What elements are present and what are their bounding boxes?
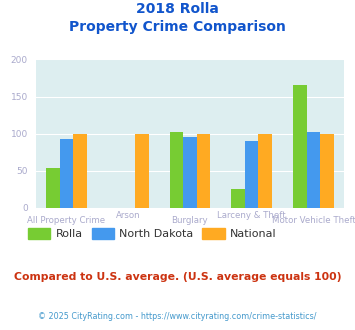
Bar xyxy=(320,134,334,208)
Text: Arson: Arson xyxy=(116,211,141,219)
Text: Burglary: Burglary xyxy=(171,216,208,225)
Bar xyxy=(293,85,307,208)
Text: 2018 Rolla: 2018 Rolla xyxy=(136,2,219,16)
Bar xyxy=(183,137,197,208)
Text: Motor Vehicle Theft: Motor Vehicle Theft xyxy=(272,216,355,225)
Text: © 2025 CityRating.com - https://www.cityrating.com/crime-statistics/: © 2025 CityRating.com - https://www.city… xyxy=(38,312,317,321)
Text: All Property Crime: All Property Crime xyxy=(27,216,105,225)
Text: Compared to U.S. average. (U.S. average equals 100): Compared to U.S. average. (U.S. average … xyxy=(14,272,341,282)
Bar xyxy=(245,141,258,208)
Bar xyxy=(231,189,245,208)
Bar xyxy=(258,134,272,208)
Bar xyxy=(170,132,183,208)
Bar xyxy=(46,168,60,208)
Bar xyxy=(73,134,87,208)
Text: Larceny & Theft: Larceny & Theft xyxy=(217,211,286,219)
Bar xyxy=(135,134,148,208)
Bar xyxy=(307,132,320,208)
Legend: Rolla, North Dakota, National: Rolla, North Dakota, National xyxy=(23,223,281,244)
Bar xyxy=(197,134,210,208)
Text: Property Crime Comparison: Property Crime Comparison xyxy=(69,20,286,34)
Bar xyxy=(60,139,73,208)
